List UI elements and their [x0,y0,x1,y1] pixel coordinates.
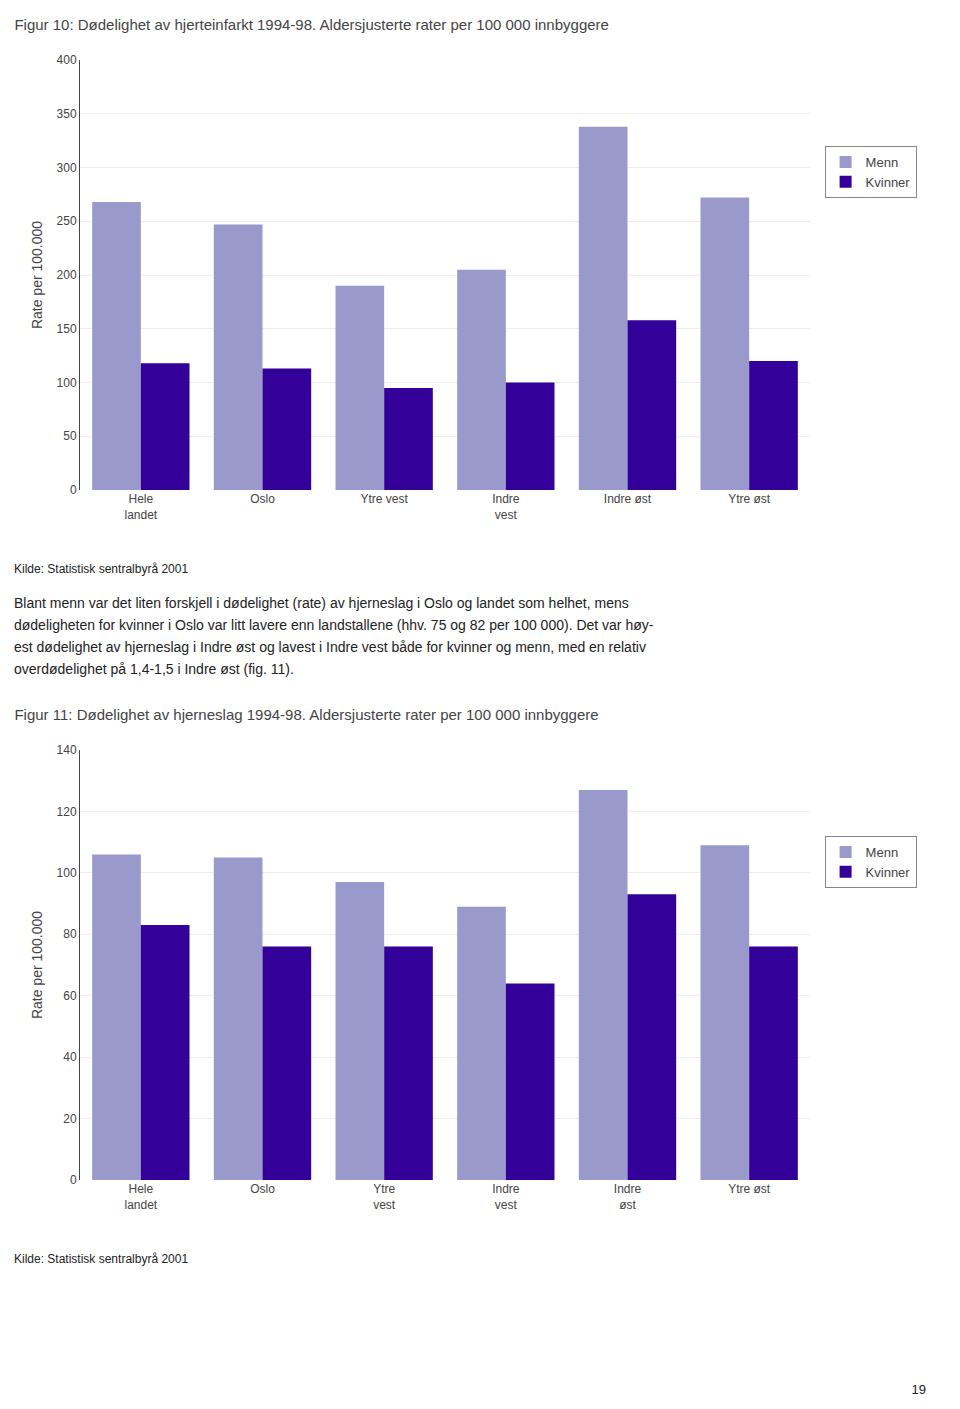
html-text:Kilde: Statistisk sentralbyrå: Kilde: Statistisk sentralbyrå 2001 [14,1252,189,1266]
svg-text:140: 140 [57,743,77,757]
svg-text:Indreøst: Indreøst [614,1182,642,1212]
svg-text:Figur 11: Dødelighet av hjerne: Figur 11: Dødelighet av hjerneslag 1994-… [14,706,598,723]
svg-text:Rate per 100.000: Rate per 100.000 [29,221,45,329]
svg-text:350: 350 [57,107,77,121]
svg-text:Helelandet: Helelandet [124,492,157,522]
svg-text:0: 0 [70,483,77,497]
html-text:dødeligheten for kvinner i Osl: dødeligheten for kvinner i Oslo var litt… [14,617,654,633]
svg-text:150: 150 [57,322,77,336]
svg-text:Indre øst: Indre øst [604,492,652,506]
svg-text:20: 20 [63,1112,77,1126]
svg-text:120: 120 [57,805,77,819]
svg-text:Ytre øst: Ytre øst [728,492,771,506]
html-text:Blant menn var det liten forsk: Blant menn var det liten forskjell i død… [14,595,629,611]
svg-text:Kvinner: Kvinner [866,865,911,880]
svg-text:60: 60 [63,989,77,1003]
html-text:overdødelighet på 1,4-1,5 i In: overdødelighet på 1,4-1,5 i Indre øst (f… [14,661,294,677]
svg-text:400: 400 [57,53,77,67]
svg-text:200: 200 [57,268,77,282]
svg-text:Kvinner: Kvinner [866,175,911,190]
svg-text:Ytre øst: Ytre øst [728,1182,771,1196]
svg-text:Menn: Menn [866,155,899,170]
svg-text:0: 0 [70,1173,77,1187]
svg-text:Menn: Menn [866,845,899,860]
svg-text:Ytre vest: Ytre vest [360,492,408,506]
html-text:est dødelighet av hjerneslag i: est dødelighet av hjerneslag i Indre øst… [14,639,646,655]
svg-text:100: 100 [57,376,77,390]
svg-text:Indrevest: Indrevest [492,1182,520,1212]
svg-text:50: 50 [63,429,77,443]
svg-text:80: 80 [63,927,77,941]
svg-text:Oslo: Oslo [250,492,275,506]
svg-text:Indrevest: Indrevest [492,492,520,522]
svg-text:Rate per 100.000: Rate per 100.000 [29,911,45,1019]
svg-text:250: 250 [57,214,77,228]
svg-text:100: 100 [57,866,77,880]
svg-text:Figur 10: Dødelighet av hjerte: Figur 10: Dødelighet av hjerteinfarkt 19… [14,16,609,33]
svg-text:Oslo: Oslo [250,1182,275,1196]
svg-text:Ytrevest: Ytrevest [373,1182,396,1212]
html-text:Kilde: Statistisk sentralbyrå: Kilde: Statistisk sentralbyrå 2001 [14,562,189,576]
svg-text:Helelandet: Helelandet [124,1182,157,1212]
svg-text:300: 300 [57,161,77,175]
svg-text:40: 40 [63,1050,77,1064]
html-text:19: 19 [911,1382,926,1397]
